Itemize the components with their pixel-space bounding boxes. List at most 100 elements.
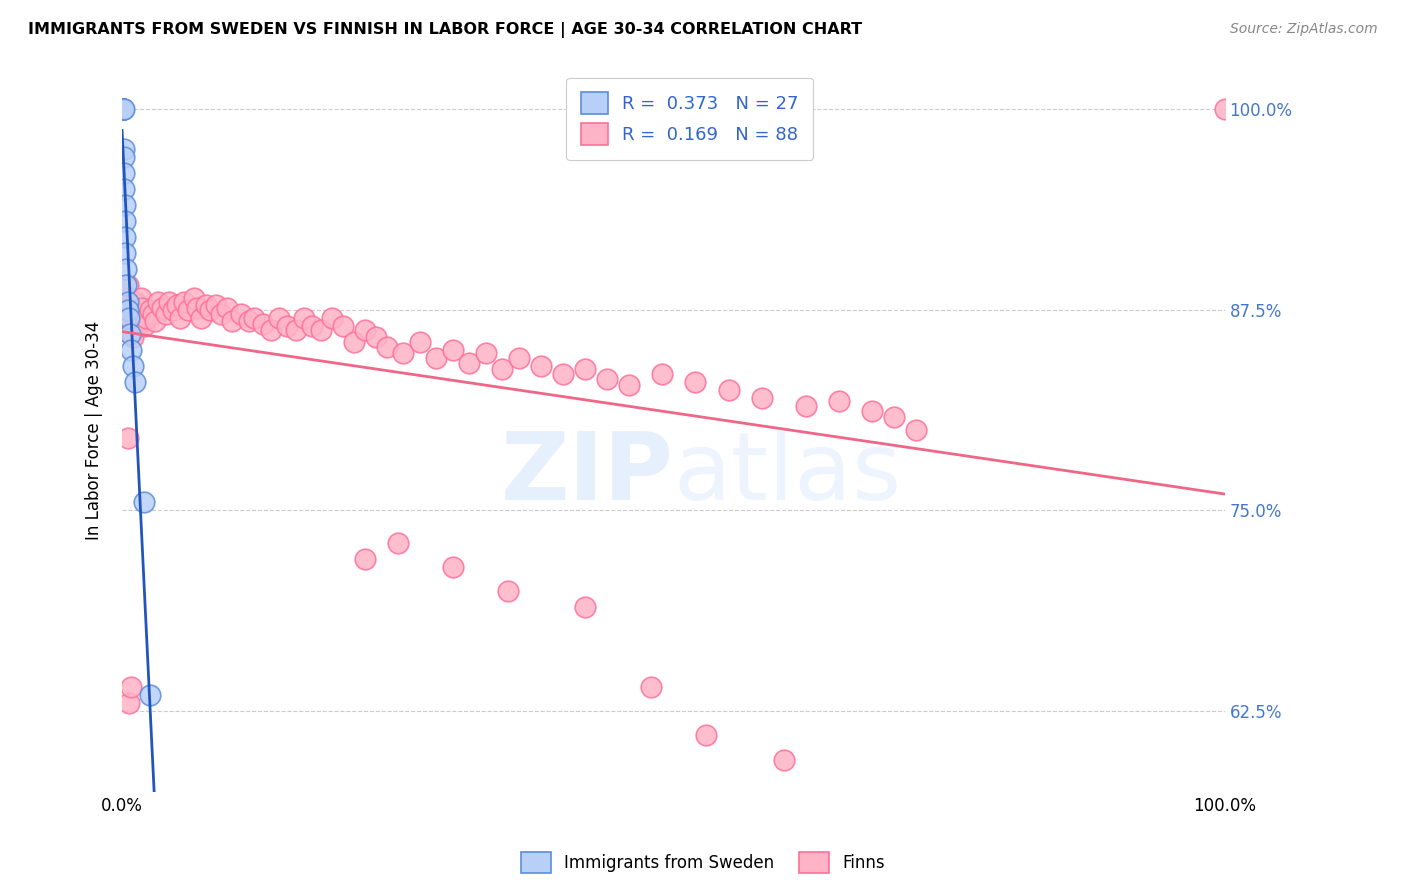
- Point: [159, 294, 181, 309]
- Point: [138, 302, 160, 317]
- Point: [204, 298, 226, 312]
- Point: [301, 318, 323, 333]
- Point: [115, 278, 138, 293]
- Point: [231, 307, 253, 321]
- Point: [118, 291, 141, 305]
- Legend: R =  0.373   N = 27, R =  0.169   N = 88: R = 0.373 N = 27, R = 0.169 N = 88: [567, 78, 814, 160]
- Point: [651, 367, 673, 381]
- Point: [508, 351, 530, 365]
- Point: [441, 343, 464, 357]
- Point: [118, 696, 141, 710]
- Point: [238, 314, 260, 328]
- Point: [194, 298, 217, 312]
- Point: [695, 728, 717, 742]
- Point: [112, 102, 135, 116]
- Point: [166, 298, 188, 312]
- Point: [530, 359, 553, 373]
- Point: [132, 314, 155, 328]
- Point: [751, 391, 773, 405]
- Point: [112, 102, 135, 116]
- Point: [115, 286, 138, 301]
- Point: [128, 307, 150, 321]
- Point: [114, 294, 136, 309]
- Point: [122, 359, 145, 373]
- Point: [122, 330, 145, 344]
- Point: [162, 302, 184, 317]
- Point: [127, 314, 149, 328]
- Point: [155, 307, 177, 321]
- Point: [129, 291, 152, 305]
- Point: [343, 334, 366, 349]
- Point: [131, 301, 153, 315]
- Point: [200, 302, 222, 317]
- Point: [252, 317, 274, 331]
- Point: [121, 314, 143, 328]
- Point: [114, 246, 136, 260]
- Point: [619, 378, 641, 392]
- Point: [221, 314, 243, 328]
- Point: [169, 310, 191, 325]
- Point: [122, 302, 145, 317]
- Point: [122, 310, 145, 325]
- Point: [142, 307, 165, 321]
- Point: [120, 680, 142, 694]
- Point: [190, 310, 212, 325]
- Point: [409, 334, 432, 349]
- Point: [794, 399, 817, 413]
- Text: Source: ZipAtlas.com: Source: ZipAtlas.com: [1230, 22, 1378, 37]
- Point: [117, 310, 139, 325]
- Point: [111, 102, 134, 116]
- Point: [475, 346, 498, 360]
- Point: [392, 346, 415, 360]
- Point: [553, 367, 575, 381]
- Point: [685, 375, 707, 389]
- Point: [124, 294, 146, 309]
- Point: [209, 307, 232, 321]
- Point: [115, 262, 138, 277]
- Point: [112, 166, 135, 180]
- Point: [215, 301, 238, 315]
- Point: [353, 323, 375, 337]
- Point: [717, 383, 740, 397]
- Point: [364, 330, 387, 344]
- Point: [574, 599, 596, 614]
- Point: [332, 318, 354, 333]
- Point: [260, 323, 283, 337]
- Point: [117, 431, 139, 445]
- Point: [904, 423, 927, 437]
- Point: [292, 310, 315, 325]
- Point: [186, 301, 208, 315]
- Point: [112, 102, 135, 116]
- Point: [387, 535, 409, 549]
- Point: [883, 410, 905, 425]
- Point: [118, 298, 141, 312]
- Point: [243, 310, 266, 325]
- Point: [491, 362, 513, 376]
- Legend: Immigrants from Sweden, Finns: Immigrants from Sweden, Finns: [515, 846, 891, 880]
- Point: [276, 318, 298, 333]
- Point: [309, 323, 332, 337]
- Point: [173, 294, 195, 309]
- Point: [138, 688, 160, 702]
- Point: [112, 102, 135, 116]
- Point: [112, 102, 135, 116]
- Point: [125, 302, 148, 317]
- Point: [143, 314, 166, 328]
- Point: [112, 142, 135, 156]
- Point: [132, 318, 155, 333]
- Point: [828, 394, 851, 409]
- Point: [860, 404, 883, 418]
- Text: IMMIGRANTS FROM SWEDEN VS FINNISH IN LABOR FORCE | AGE 30-34 CORRELATION CHART: IMMIGRANTS FROM SWEDEN VS FINNISH IN LAB…: [28, 22, 862, 38]
- Point: [114, 198, 136, 212]
- Point: [640, 680, 662, 694]
- Point: [112, 102, 135, 116]
- Point: [124, 375, 146, 389]
- Point: [458, 356, 481, 370]
- Point: [321, 310, 343, 325]
- Point: [353, 551, 375, 566]
- Point: [112, 102, 135, 116]
- Point: [425, 351, 447, 365]
- Point: [128, 298, 150, 312]
- Point: [132, 495, 155, 509]
- Point: [115, 302, 138, 317]
